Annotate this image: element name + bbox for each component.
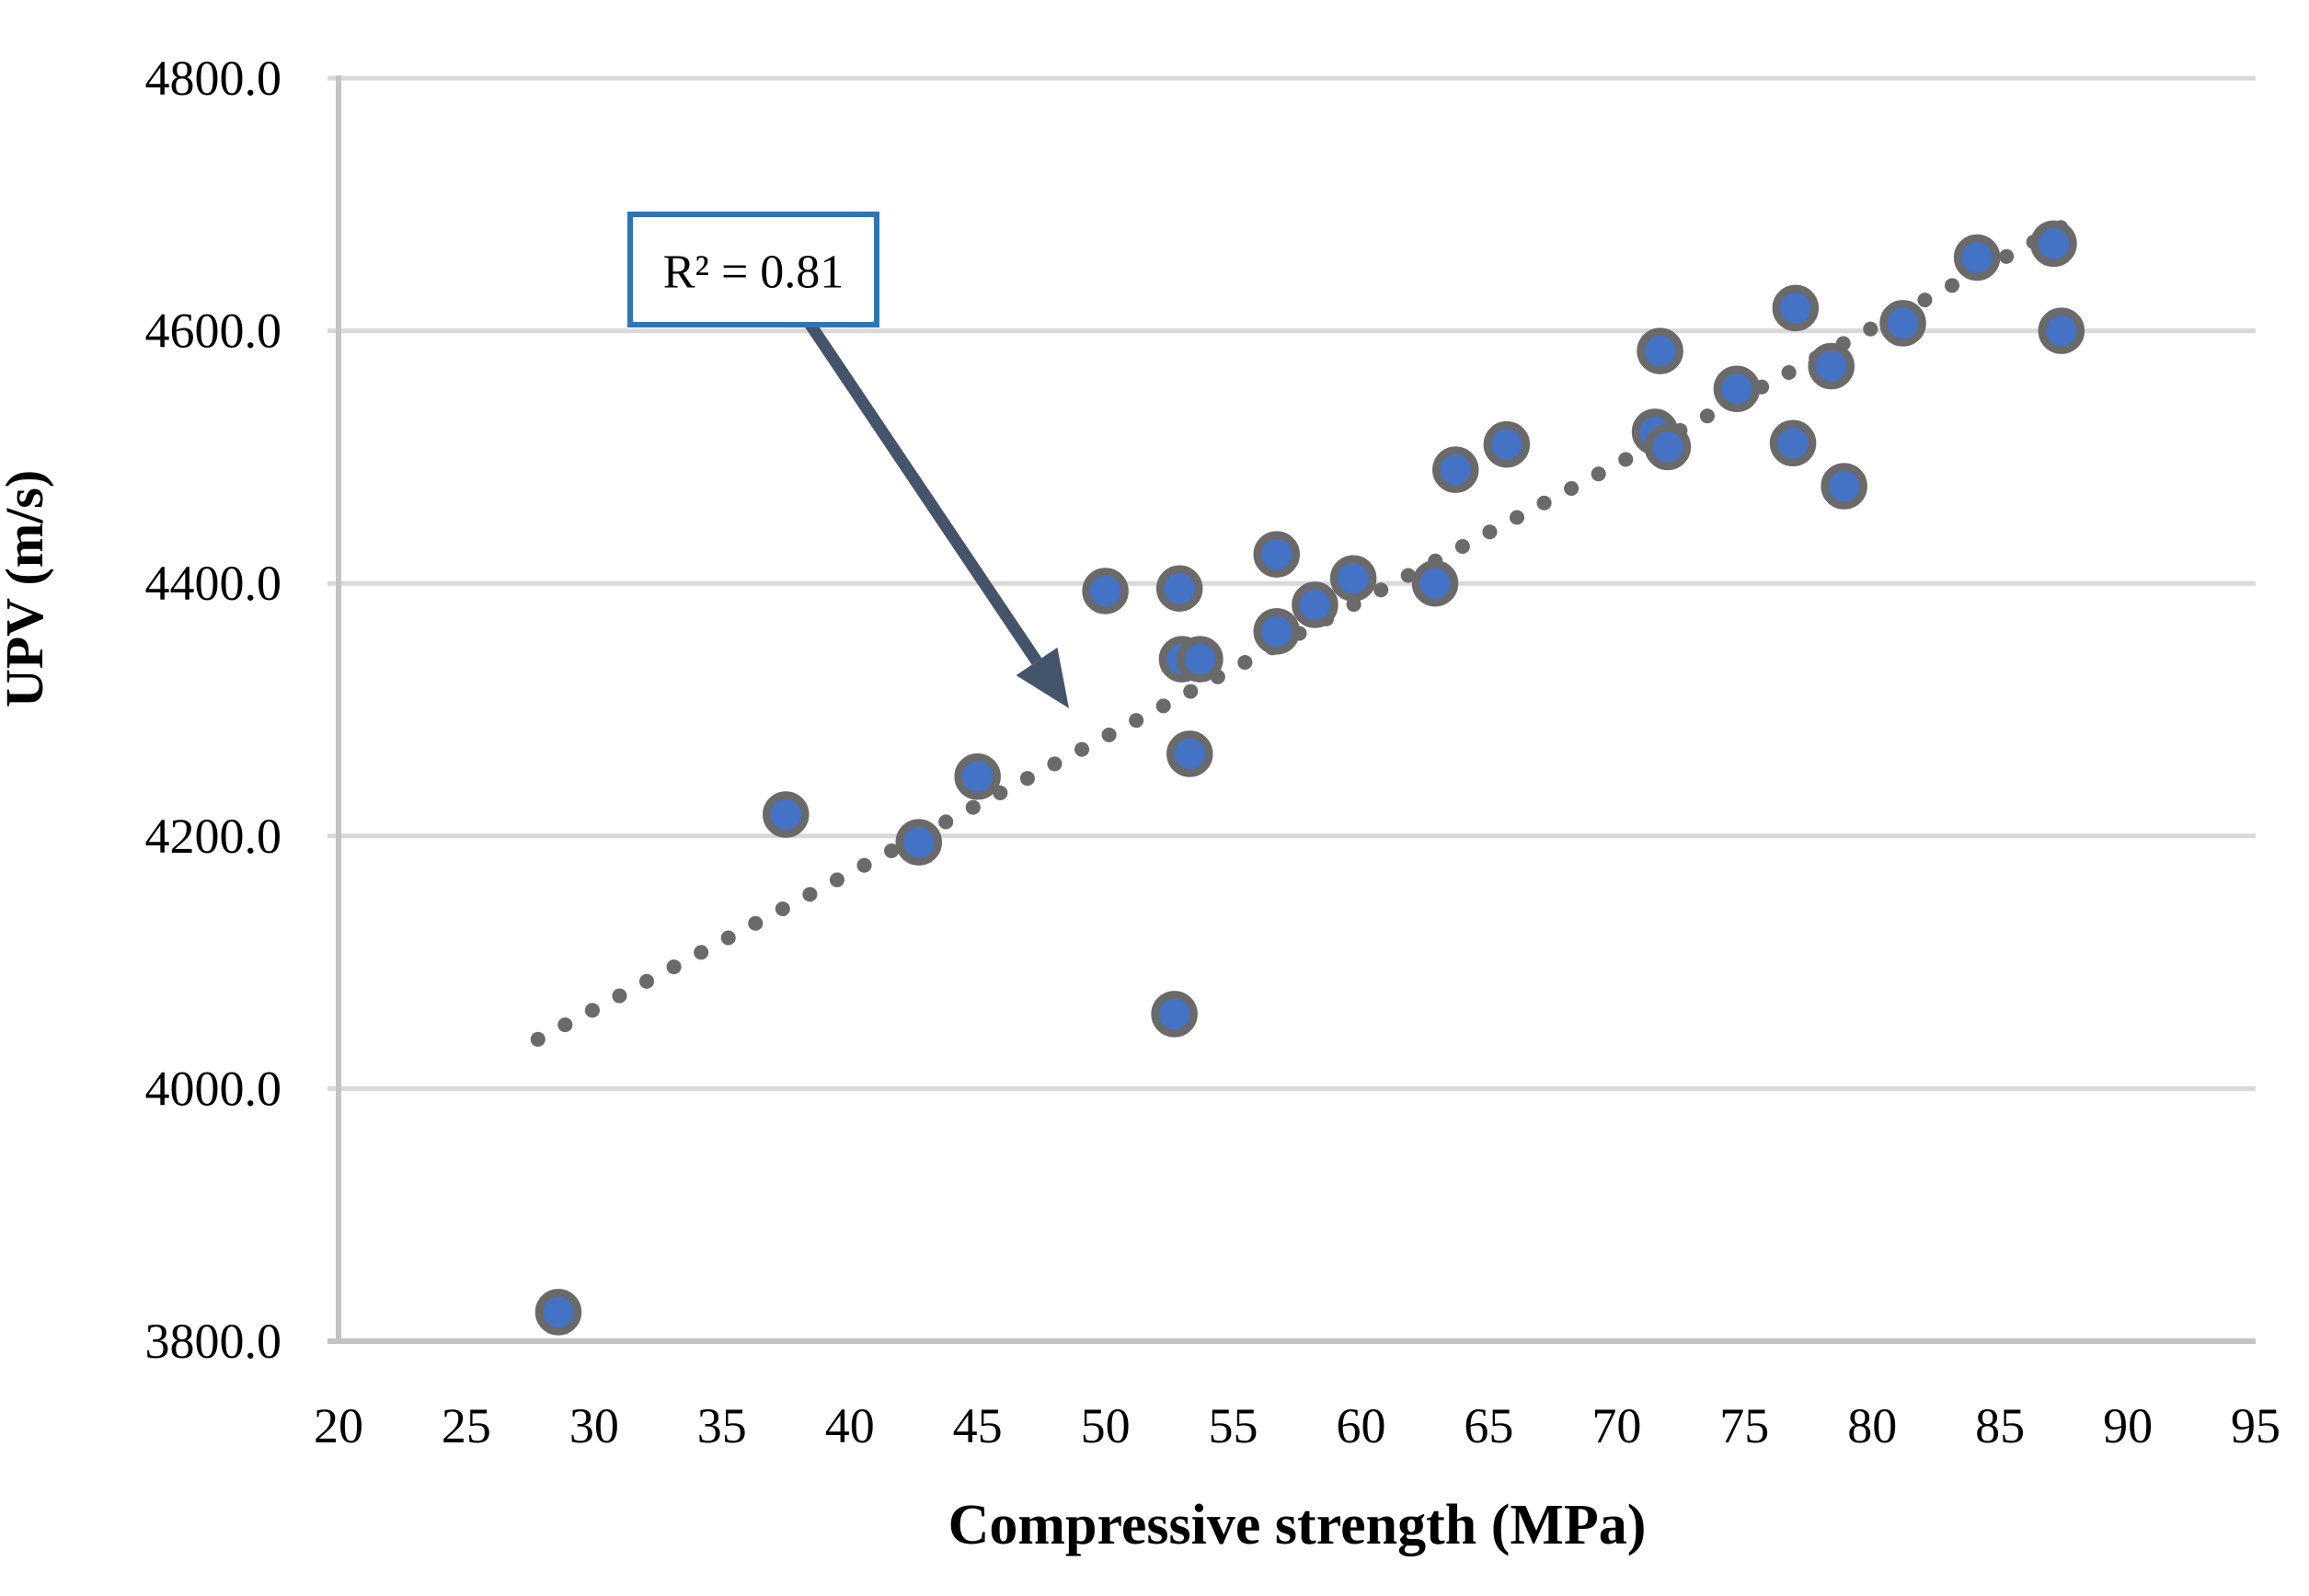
data-point [1483, 420, 1531, 468]
x-tick-label: 30 [569, 1398, 619, 1453]
data-point [895, 819, 943, 866]
x-tick-label: 35 [697, 1398, 747, 1453]
data-point [1769, 419, 1817, 467]
x-tick-label: 85 [1975, 1398, 2025, 1453]
x-tick-label: 90 [2103, 1398, 2153, 1453]
data-point [1177, 636, 1223, 683]
x-tick-label: 75 [1719, 1398, 1769, 1453]
annotation-arrow-head [1016, 647, 1069, 708]
y-tick-label: 4800.0 [145, 51, 282, 106]
data-point [1879, 300, 1926, 347]
data-point [2038, 307, 2085, 354]
annotation-arrow-shaft [801, 316, 1042, 665]
x-tick-label: 95 [2231, 1398, 2280, 1453]
data-point [1772, 284, 1820, 332]
x-tick-label: 40 [825, 1398, 875, 1453]
x-tick-label: 80 [1847, 1398, 1897, 1453]
data-point [1808, 342, 1855, 390]
data-point [1082, 568, 1129, 614]
x-tick-label: 25 [442, 1398, 491, 1453]
x-tick-label: 70 [1591, 1398, 1641, 1453]
data-point [1644, 423, 1692, 471]
data-point [2030, 220, 2077, 268]
data-point [1713, 365, 1761, 413]
data-point [1151, 991, 1198, 1038]
r-squared-label: R² = 0.81 [663, 247, 844, 299]
data-point [1821, 463, 1867, 510]
data-point [763, 791, 810, 838]
data-point [534, 1289, 582, 1336]
x-tick-label: 50 [1081, 1398, 1131, 1453]
y-tick-label: 4400.0 [145, 556, 282, 611]
data-point [1432, 446, 1479, 493]
data-point [1292, 581, 1338, 628]
data-point [954, 753, 1001, 800]
data-point [1953, 234, 2001, 281]
data-point [1411, 559, 1459, 607]
data-point [1166, 730, 1213, 777]
x-tick-label: 65 [1464, 1398, 1513, 1453]
x-tick-label: 55 [1209, 1398, 1258, 1453]
data-point [1637, 327, 1683, 374]
y-tick-label: 3800.0 [145, 1314, 282, 1369]
data-point [1329, 555, 1377, 602]
data-point [1253, 608, 1301, 655]
y-tick-label: 4000.0 [145, 1061, 282, 1116]
x-axis-title: Compressive strength (MPa) [948, 1494, 1647, 1556]
x-tick-label: 60 [1336, 1398, 1385, 1453]
data-point [1155, 565, 1203, 612]
x-tick-label: 20 [314, 1398, 363, 1453]
y-tick-label: 4200.0 [145, 809, 282, 864]
r-squared-box [627, 212, 879, 327]
data-point [1253, 531, 1301, 578]
y-axis-title: UPV (m/s) [0, 470, 54, 707]
x-tick-label: 45 [953, 1398, 1003, 1453]
y-tick-label: 4600.0 [145, 304, 282, 359]
